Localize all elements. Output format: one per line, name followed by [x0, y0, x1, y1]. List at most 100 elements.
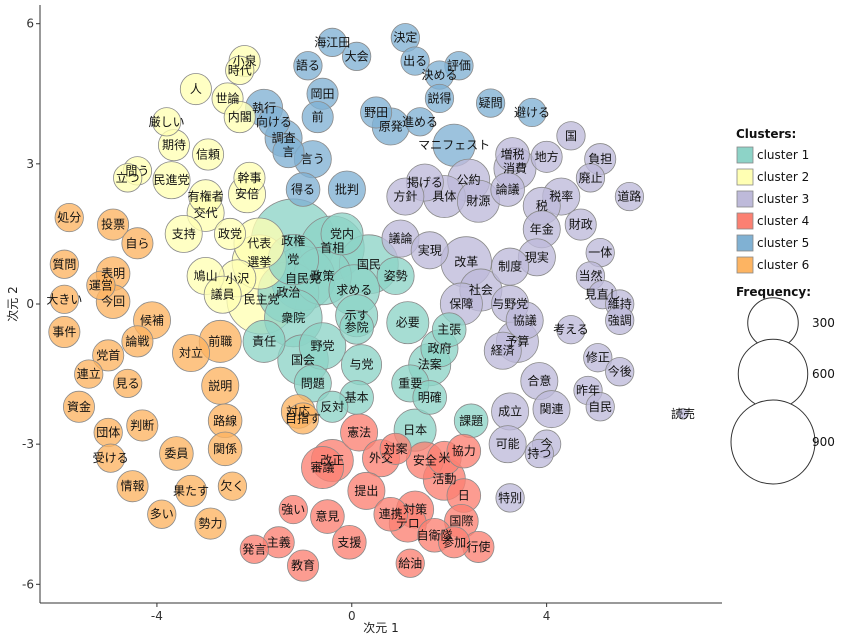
legend-cluster-label: cluster 1 — [757, 148, 809, 162]
point-label: 読売 — [671, 406, 695, 421]
point-label: 自衛隊 — [417, 527, 453, 542]
point-label: 国際 — [449, 514, 473, 528]
point-目指す — [287, 402, 320, 435]
point-label: 受ける — [93, 451, 129, 465]
point-協議 — [505, 301, 544, 340]
point-label: 見直し — [585, 288, 621, 302]
point-必要 — [386, 301, 430, 345]
point-label: 主義 — [267, 534, 291, 549]
point-財政 — [564, 208, 597, 241]
point-label: 団体 — [96, 425, 120, 439]
point-label: 言う — [301, 152, 325, 166]
point-label: 大きい — [46, 292, 82, 306]
point-label: 批判 — [335, 182, 359, 197]
point-label: 説得 — [427, 90, 451, 105]
point-label: 論戦 — [125, 333, 149, 348]
point-地方 — [530, 140, 563, 173]
point-果たす — [175, 474, 208, 507]
legend-frequency-title: Frequency: — [736, 285, 811, 299]
point-連携 — [373, 496, 409, 532]
legend-swatch — [736, 168, 754, 186]
point-質問 — [49, 249, 79, 279]
point-label: 姿勢 — [384, 268, 408, 283]
point-label: 決める — [421, 68, 457, 82]
point-考える — [556, 315, 586, 345]
legend-swatch — [736, 190, 754, 208]
point-label: 米 — [438, 451, 450, 465]
point-label: 問う — [125, 164, 149, 178]
point-label: 掲げる — [407, 175, 443, 190]
point-label: 課題 — [459, 413, 483, 428]
point-有権者 — [188, 179, 223, 214]
point-label: 民主党 — [244, 291, 280, 306]
point-label: 財源 — [466, 193, 490, 208]
point-事件 — [48, 316, 81, 349]
point-label: 関連 — [539, 402, 563, 416]
point-label: 有権者 — [188, 189, 224, 204]
point-label: 表明 — [101, 267, 125, 281]
point-label: 自ら — [125, 236, 149, 250]
point-label: 税 — [536, 199, 548, 213]
point-疑問 — [476, 88, 506, 118]
point-label: 評価 — [447, 58, 471, 73]
point-海江田 — [317, 27, 347, 57]
legend-size-circle — [737, 338, 809, 410]
point-label: 日本 — [403, 423, 427, 437]
point-label: 資金 — [67, 399, 91, 414]
point-label: 年金 — [530, 221, 554, 236]
point-label: 民進党 — [154, 172, 190, 187]
point-議員 — [203, 275, 242, 314]
point-label: 鳩山 — [194, 269, 218, 283]
point-野田 — [360, 96, 393, 129]
legend-cluster-label: cluster 2 — [757, 170, 809, 184]
point-label: 判断 — [130, 417, 154, 432]
point-人 — [179, 73, 212, 106]
point-label: 社会 — [469, 282, 493, 297]
point-説得 — [424, 83, 455, 114]
point-欠く — [217, 471, 248, 501]
point-label: 給油 — [398, 556, 422, 570]
point-label: 政府 — [427, 340, 451, 355]
point-label: 目指す — [285, 410, 321, 425]
point-label: 避ける — [514, 105, 550, 119]
point-label: テロ — [396, 517, 420, 531]
point-批判 — [327, 170, 366, 209]
point-label: 議員 — [211, 288, 235, 302]
point-label: 財政 — [569, 217, 593, 232]
point-label: 示す — [345, 309, 369, 323]
legend-sizes: 300 600 900 — [730, 297, 835, 485]
point-審議 — [301, 446, 345, 489]
point-連立 — [74, 359, 104, 389]
y-axis-title: 次元 2 — [6, 286, 20, 321]
point-自ら — [121, 227, 154, 260]
legend-cluster-label: cluster 4 — [757, 214, 809, 228]
point-label: 発言 — [242, 542, 266, 556]
point-label: 増税 — [501, 148, 525, 162]
point-label: 今後 — [608, 364, 632, 379]
point-label: 投票 — [101, 217, 125, 232]
point-label: 路線 — [213, 413, 237, 428]
point-label: 質問 — [52, 256, 76, 271]
point-増税 — [495, 137, 530, 172]
point-label: 委員 — [164, 447, 188, 461]
point-特別 — [495, 483, 525, 513]
point-label: 法案 — [418, 357, 442, 372]
legend-size-circle — [730, 399, 816, 485]
point-label: 向ける — [256, 114, 292, 129]
legend-swatch — [736, 146, 754, 164]
legend-size-label: 600 — [812, 367, 835, 381]
point-label: 交代 — [194, 205, 218, 220]
point-label: 候補 — [140, 313, 164, 327]
point-教育 — [287, 549, 320, 582]
point-関連 — [532, 390, 571, 429]
point-label: 実現 — [418, 242, 442, 257]
point-label: 言 — [282, 145, 294, 159]
point-label: 与野党 — [492, 296, 528, 311]
point-label: 負担 — [588, 152, 612, 166]
point-label: 見る — [116, 376, 140, 390]
point-label: 勢力 — [198, 516, 222, 531]
y-tick-label: 6 — [26, 17, 34, 31]
point-給油 — [395, 548, 425, 578]
point-参加 — [438, 526, 471, 559]
